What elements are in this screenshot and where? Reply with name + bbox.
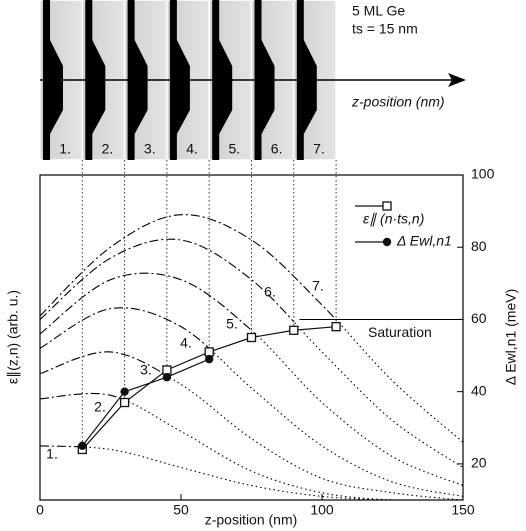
plot-frame bbox=[39, 174, 464, 501]
y2-axis-label: Δ Ewl,n1 (meV) bbox=[503, 289, 519, 386]
curve-label: 2. bbox=[94, 399, 106, 415]
curve-solid bbox=[40, 214, 337, 321]
schematic-axis-label: z-position (nm) bbox=[351, 94, 445, 110]
square-marker bbox=[204, 347, 214, 357]
curve-solid bbox=[40, 445, 83, 448]
curve-label: 5. bbox=[226, 316, 238, 332]
saturation-label: Saturation bbox=[368, 324, 432, 340]
curve-label: 4. bbox=[180, 335, 192, 351]
y-axis-label: ε∥(z,n) (arb. u.) bbox=[5, 290, 21, 384]
y-tick-label: 80 bbox=[471, 238, 487, 254]
schematic-subtitle: ts = 15 nm bbox=[352, 21, 418, 37]
z-arrowhead bbox=[448, 73, 466, 87]
square-marker bbox=[331, 322, 341, 332]
curve-dotted bbox=[82, 446, 463, 500]
y-tick-label: 100 bbox=[471, 166, 495, 182]
curve-solid bbox=[40, 351, 167, 377]
circle-marker bbox=[162, 373, 172, 382]
y-tick-label: 20 bbox=[471, 455, 487, 471]
section-label: 1. bbox=[59, 141, 71, 157]
section-label: 2. bbox=[102, 141, 114, 157]
circle-marker bbox=[78, 441, 87, 451]
schematic-title: 5 ML Ge bbox=[352, 3, 405, 19]
section-label: 6. bbox=[271, 141, 283, 157]
circle-marker bbox=[205, 354, 214, 364]
curve-solid bbox=[40, 272, 252, 335]
section-label: 5. bbox=[229, 141, 241, 157]
x-tick-label: 100 bbox=[310, 502, 334, 518]
curve-solid bbox=[40, 238, 294, 323]
curve-dotted bbox=[209, 347, 463, 497]
curve-label: 6. bbox=[264, 284, 276, 300]
curve-dotted bbox=[251, 329, 463, 487]
x-tick-label: 50 bbox=[173, 502, 189, 518]
y-tick-label: 60 bbox=[471, 310, 487, 326]
square-marker bbox=[162, 365, 172, 375]
section-label: 7. bbox=[313, 141, 325, 157]
series-line bbox=[81, 358, 210, 447]
x-axis-label: z-position (nm) bbox=[205, 512, 298, 528]
curve-label: 7. bbox=[312, 278, 324, 294]
curve-solid bbox=[40, 392, 125, 401]
square-marker bbox=[119, 397, 130, 408]
x-tick-label: 150 bbox=[451, 502, 475, 518]
curve-label: 3. bbox=[140, 362, 152, 378]
legend-circle bbox=[382, 237, 392, 247]
legend-label: ε∥ (n·ts,n) bbox=[363, 211, 424, 227]
circle-marker bbox=[120, 387, 129, 396]
x-tick-label: 0 bbox=[36, 502, 44, 518]
legend-label: Δ Ewl,n1 bbox=[396, 233, 452, 249]
square-marker bbox=[289, 325, 299, 335]
curve-label: 1. bbox=[46, 446, 58, 462]
section-label: 4. bbox=[186, 141, 198, 157]
square-marker bbox=[246, 332, 257, 343]
curve-solid bbox=[40, 307, 210, 350]
legend-square bbox=[382, 201, 392, 211]
y-tick-label: 40 bbox=[471, 382, 487, 398]
section-label: 3. bbox=[144, 141, 156, 157]
